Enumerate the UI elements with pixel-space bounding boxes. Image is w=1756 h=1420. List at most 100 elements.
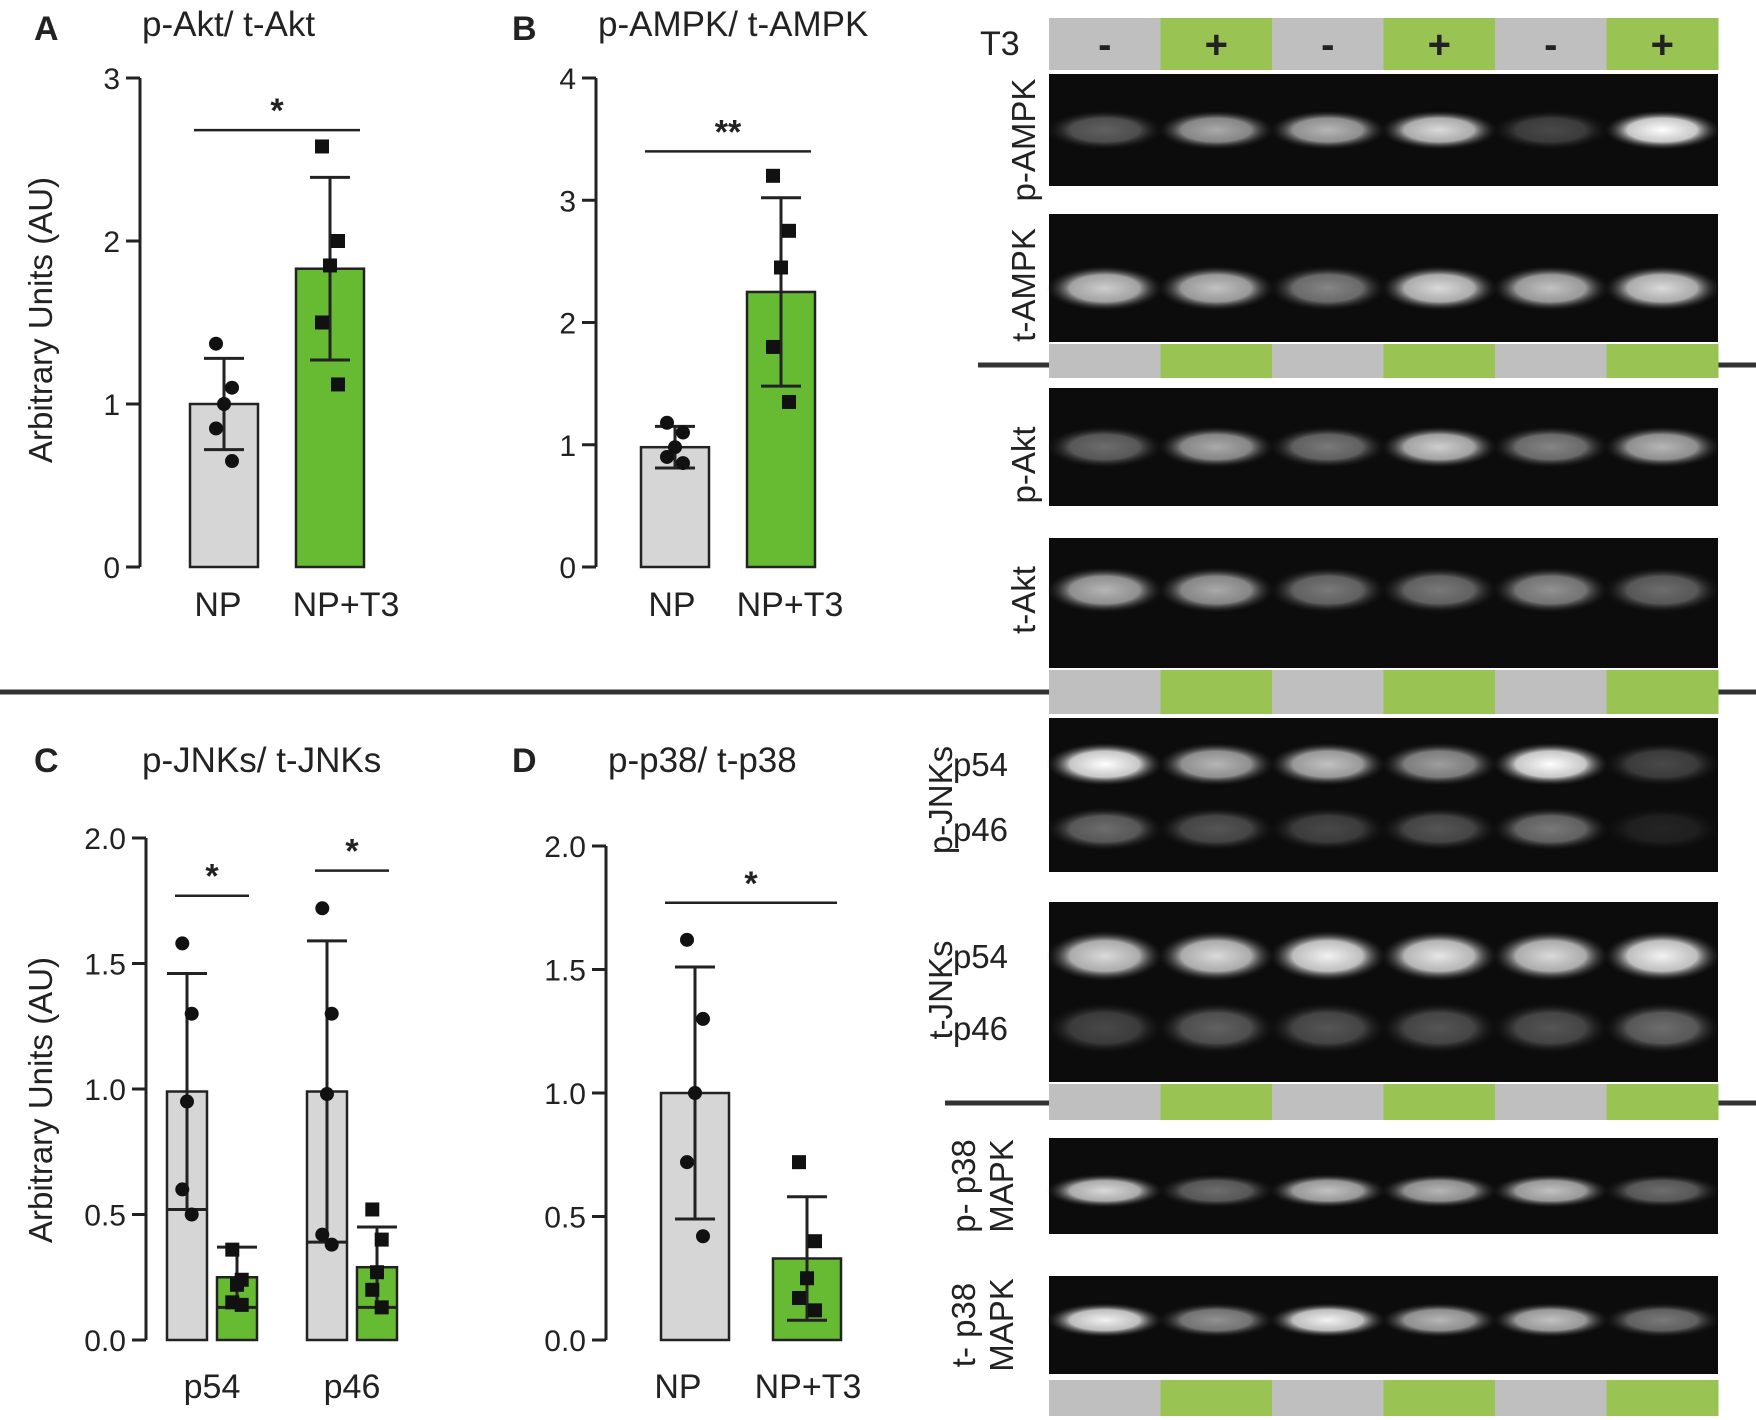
blot-band-label: p54	[953, 746, 1008, 783]
blot-row-label-2: MAPK	[983, 1139, 1020, 1233]
y-tick-label: 0	[103, 552, 120, 585]
lane-indicator	[1606, 344, 1719, 378]
blot-band	[1046, 807, 1163, 851]
blot-band	[1492, 1174, 1609, 1208]
lane-indicator	[1049, 18, 1161, 70]
blot-band	[1492, 1302, 1609, 1338]
data-point	[774, 260, 788, 275]
blot-band	[1269, 742, 1386, 786]
blot-band	[1492, 930, 1609, 982]
treatment-label: T3	[980, 25, 1020, 63]
treatment-sign: +	[1651, 23, 1674, 67]
data-point	[680, 1155, 694, 1170]
y-tick-label: 2.0	[544, 831, 586, 864]
data-point	[320, 1087, 334, 1102]
blot-band	[1604, 110, 1721, 150]
blot-row: t-Akt	[1005, 538, 1721, 668]
data-point	[225, 380, 239, 395]
x-category-label: NP	[654, 1368, 701, 1406]
data-point	[782, 394, 796, 409]
blot-band	[1046, 742, 1163, 786]
blot-row-label: t-Akt	[1005, 566, 1042, 634]
blot-band	[1381, 807, 1498, 851]
data-point	[808, 1234, 822, 1249]
blot-row-label: p- p38	[945, 1139, 982, 1233]
data-point	[315, 139, 329, 154]
blot-band	[1158, 742, 1275, 786]
data-point	[209, 421, 223, 436]
panel-letter: A	[34, 10, 59, 48]
blot-band	[1269, 1174, 1386, 1208]
data-point	[374, 1300, 389, 1315]
lane-indicator	[1272, 18, 1384, 70]
blot-band	[1158, 567, 1275, 613]
blot-band	[1492, 265, 1609, 311]
blot-band	[1604, 265, 1721, 311]
data-point	[680, 932, 694, 947]
chart-title: p-Akt/ t-Akt	[142, 5, 315, 44]
blot-band	[1492, 567, 1609, 613]
data-point	[660, 415, 674, 430]
data-point	[365, 1282, 380, 1297]
blot-row-label: t-JNKs	[922, 941, 959, 1040]
data-point	[315, 901, 330, 916]
lane-indicator	[1606, 1084, 1719, 1120]
blot-band	[1046, 1174, 1163, 1208]
blot-band	[1381, 930, 1498, 982]
lane-indicator	[1272, 344, 1384, 378]
significance-label: *	[205, 858, 219, 896]
blot-band	[1604, 930, 1721, 982]
blot-band	[1269, 110, 1386, 150]
blot-band	[1381, 265, 1498, 311]
data-point	[766, 168, 780, 183]
blot-band	[1492, 1002, 1609, 1054]
treatment-sign: +	[1428, 23, 1451, 67]
blot-band	[1381, 110, 1498, 150]
y-tick-label: 1	[103, 389, 120, 422]
y-tick-label: 0	[559, 552, 576, 585]
data-point	[696, 1229, 710, 1244]
blot-row: p-Akt	[1005, 388, 1721, 506]
blot-band-label: p46	[953, 1010, 1008, 1047]
blot-band	[1604, 807, 1721, 851]
panel-letter: B	[512, 10, 537, 48]
y-tick-label: 2	[559, 308, 576, 341]
blot-row-label-2: MAPK	[983, 1278, 1020, 1372]
lane-indicator	[1495, 18, 1607, 70]
y-tick-label: 1.5	[84, 949, 126, 982]
blot-band	[1381, 567, 1498, 613]
lane-indicator	[1160, 344, 1273, 378]
blot-band	[1604, 567, 1721, 613]
data-point	[668, 440, 682, 455]
data-point	[234, 1297, 249, 1312]
blot-background	[1049, 902, 1718, 1082]
data-point	[792, 1291, 806, 1306]
blot-band	[1604, 426, 1721, 468]
data-point	[225, 454, 239, 469]
lane-indicator	[1383, 1084, 1496, 1120]
western-blots: - + - + - +T3p-AMPKt-AMPKp-Aktt-Aktp-JNKsp54p…	[922, 18, 1721, 1416]
data-point	[180, 1094, 194, 1109]
lane-indicator	[1160, 670, 1273, 714]
lane-indicator	[1049, 670, 1161, 714]
lane-indicator	[1383, 344, 1496, 378]
data-point	[324, 1006, 339, 1021]
y-tick-label: 0.5	[544, 1202, 586, 1235]
blot-band	[1381, 426, 1498, 468]
blot-row-label: p-Akt	[1005, 426, 1042, 503]
lane-indicator	[1606, 18, 1719, 70]
lane-strip-p38	[1049, 1380, 1719, 1416]
lane-strip-ampk	[1049, 344, 1719, 378]
treatment-header: - + - + - +	[1049, 18, 1719, 70]
data-point	[660, 449, 674, 464]
blot-band	[1492, 742, 1609, 786]
blot-row-label: t- p38	[945, 1283, 982, 1367]
lane-indicator	[1383, 18, 1496, 70]
blot-band	[1158, 930, 1275, 982]
